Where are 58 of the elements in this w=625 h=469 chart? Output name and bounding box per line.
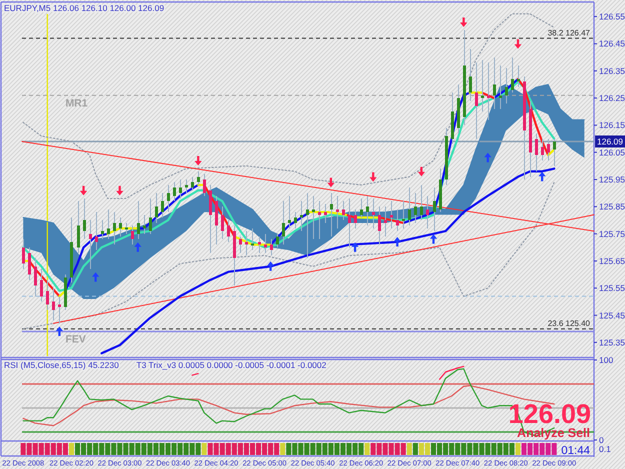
candlestick — [312, 196, 315, 240]
y-tick-label: 125.95 — [599, 174, 625, 184]
candlestick — [251, 228, 254, 250]
y-tick-label: 0 — [599, 435, 604, 445]
y-tick-label: 125.35 — [599, 337, 625, 348]
point — [116, 186, 124, 196]
y-tick-label: 126.45 — [599, 38, 625, 49]
point — [460, 18, 468, 28]
y-tick-label: 125.85 — [599, 202, 625, 212]
point — [56, 326, 64, 336]
candlestick — [306, 193, 309, 258]
point — [418, 166, 426, 176]
candlestick — [487, 62, 490, 120]
point — [351, 242, 359, 252]
candlestick — [245, 231, 248, 256]
y-tick-label: 125.45 — [599, 310, 625, 320]
ref-line-label: 23.6 125.40 — [548, 318, 591, 328]
candlestick — [384, 206, 387, 237]
candlestick — [89, 220, 92, 270]
y-tick-label: 126.15 — [599, 120, 625, 130]
point — [327, 178, 335, 188]
point — [92, 272, 100, 282]
candlestick — [372, 198, 375, 228]
y-tick-label: 126.55 — [599, 12, 625, 22]
ref-line-label: 38.2 126.47 — [548, 28, 591, 38]
point — [514, 39, 522, 49]
candlestick — [499, 65, 502, 109]
candlestick — [390, 201, 393, 228]
annotation: 01:44 — [561, 445, 591, 457]
candlestick — [336, 196, 339, 228]
point — [80, 186, 88, 196]
annotation: FEV — [65, 334, 86, 346]
point — [194, 156, 202, 166]
point — [266, 261, 274, 271]
point — [394, 236, 401, 246]
candlestick — [288, 196, 291, 228]
y-tick-label: 125.65 — [599, 256, 625, 266]
chart-title: EURJPY,M5 126.06 126.10 126.00 126.09 — [4, 3, 164, 13]
point — [430, 234, 438, 244]
y-tick-label: 125.75 — [599, 228, 625, 239]
candlestick — [318, 201, 321, 240]
y-tick-label: 126.35 — [599, 66, 625, 76]
candlestick — [300, 201, 303, 232]
chart-title: RSI (M5,Close,65,15) 45.2230 — [4, 360, 120, 370]
annotation: MR1 — [65, 97, 88, 110]
candlestick — [481, 60, 484, 112]
point — [134, 242, 142, 252]
text: 0.1 — [599, 444, 612, 454]
chart-subtitle: T3 Trix_v3 0.0005 0.0000 -0.0005 -0.0001 -0.0002 — [136, 360, 327, 370]
y-tick-label: 126.05 — [599, 147, 625, 158]
y-tick-label: 100 — [599, 355, 614, 365]
candlestick — [58, 296, 61, 324]
candlestick — [402, 201, 405, 228]
point — [370, 172, 377, 182]
point — [484, 152, 492, 162]
y-tick-label: 125.55 — [599, 283, 625, 294]
y-tick-label: 126.25 — [599, 93, 625, 104]
point — [538, 172, 546, 182]
